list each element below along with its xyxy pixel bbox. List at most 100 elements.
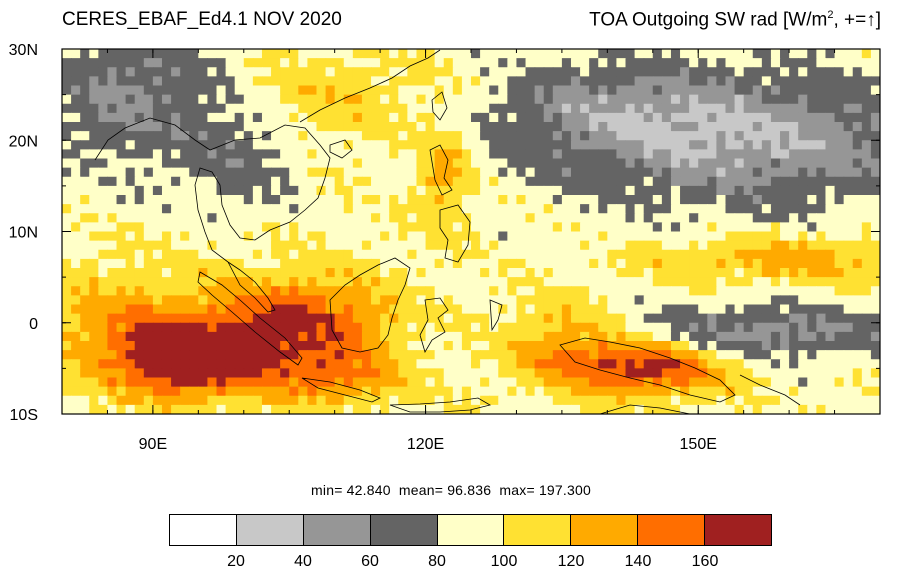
grid-cell <box>870 350 880 360</box>
grid-cell <box>325 149 336 160</box>
grid-cell <box>280 331 290 342</box>
grid-cell <box>298 49 308 59</box>
grid-cell <box>643 167 654 178</box>
grid-cell <box>389 167 399 178</box>
grid-cell <box>152 49 163 59</box>
grid-cell <box>689 167 699 178</box>
grid-cell <box>125 377 136 388</box>
grid-cell <box>552 176 563 187</box>
grid-cell <box>743 140 754 150</box>
grid-cell <box>689 240 699 251</box>
grid-cell <box>289 185 299 196</box>
grid-cell <box>861 258 872 269</box>
grid-cell <box>670 112 681 123</box>
grid-cell <box>625 85 636 96</box>
grid-cell <box>198 94 209 105</box>
grid-cell <box>198 404 209 414</box>
grid-cell <box>252 76 263 87</box>
grid-cell <box>634 322 645 333</box>
grid-cell <box>298 122 308 132</box>
grid-cell <box>561 140 572 150</box>
grid-cell <box>843 240 854 251</box>
grid-cell <box>634 258 645 269</box>
grid-cell <box>870 67 880 77</box>
colorbar-box <box>236 515 304 545</box>
grid-cell <box>643 341 654 351</box>
grid-cell <box>425 359 436 369</box>
grid-cell <box>489 103 499 114</box>
grid-cell <box>552 313 563 324</box>
grid-cell <box>598 359 608 369</box>
grid-cell <box>607 49 618 59</box>
grid-cell <box>498 158 508 169</box>
grid-cell <box>780 268 790 278</box>
grid-cell <box>371 231 381 242</box>
grid-cell <box>225 350 236 360</box>
grid-cell <box>689 222 699 233</box>
grid-cell <box>271 149 281 160</box>
grid-cell <box>116 94 127 105</box>
grid-cell <box>807 341 817 351</box>
grid-cell <box>770 240 781 251</box>
grid-cell <box>652 222 663 233</box>
grid-cell <box>707 322 717 333</box>
grid-cell <box>343 58 354 68</box>
grid-cell <box>725 386 736 397</box>
grid-cell <box>216 67 227 77</box>
grid-cell <box>798 140 808 150</box>
grid-cell <box>352 58 363 68</box>
grid-cell <box>770 67 781 77</box>
grid-cell <box>498 404 508 414</box>
grid-cell <box>516 350 527 360</box>
grid-cell <box>407 103 418 114</box>
grid-cell <box>489 386 499 397</box>
grid-cell <box>161 195 172 205</box>
grid-cell <box>325 222 336 233</box>
grid-cell <box>798 167 808 178</box>
grid-cell <box>216 167 227 178</box>
grid-cell <box>480 158 490 169</box>
grid-cell <box>461 368 472 379</box>
grid-cell <box>852 222 863 233</box>
grid-cell <box>371 331 381 342</box>
grid-cell <box>234 222 245 233</box>
grid-cell <box>634 350 645 360</box>
grid-cell <box>852 277 863 287</box>
grid-cell <box>861 331 872 342</box>
grid-cell <box>234 386 245 397</box>
grid-cell <box>298 94 308 105</box>
grid-cell <box>870 277 880 287</box>
grid-cell <box>734 404 745 414</box>
grid-cell <box>734 204 745 214</box>
grid-cell <box>807 185 817 196</box>
grid-cell <box>161 350 172 360</box>
grid-cell <box>743 322 754 333</box>
grid-cell <box>752 304 763 315</box>
grid-cell <box>343 322 354 333</box>
grid-cell <box>416 176 427 187</box>
grid-cell <box>407 240 418 251</box>
grid-cell <box>80 76 90 87</box>
grid-cell <box>461 258 472 269</box>
grid-cell <box>689 131 699 141</box>
grid-cell <box>461 195 472 205</box>
grid-cell <box>752 158 763 169</box>
grid-cell <box>770 258 781 269</box>
grid-cell <box>816 295 827 306</box>
grid-cell <box>216 304 227 315</box>
grid-cell <box>534 176 545 187</box>
grid-cell <box>252 240 263 251</box>
grid-cell <box>207 204 218 214</box>
grid-cell <box>498 94 508 105</box>
grid-cell <box>216 122 227 132</box>
grid-cell <box>180 322 190 333</box>
grid-cell <box>852 258 863 269</box>
grid-cell <box>434 304 445 315</box>
grid-cell <box>189 386 199 397</box>
grid-cell <box>198 204 209 214</box>
grid-cell <box>207 103 218 114</box>
grid-cell <box>680 240 690 251</box>
grid-cell <box>652 350 663 360</box>
grid-cell <box>71 131 81 141</box>
grid-cell <box>280 231 290 242</box>
